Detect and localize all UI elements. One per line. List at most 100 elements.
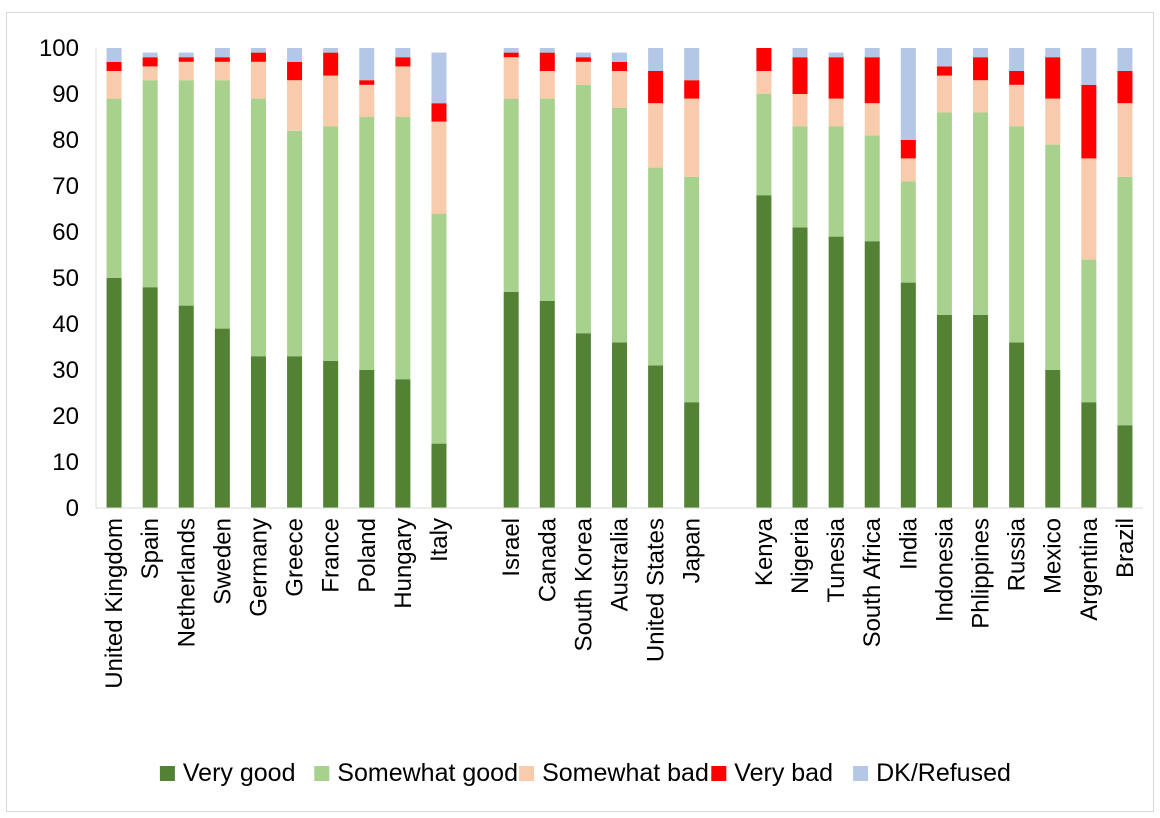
bar-united-states-very-bad <box>648 71 664 104</box>
bar-russia-very-good <box>1009 342 1025 508</box>
bar-south-africa-very-good <box>864 241 880 508</box>
bar-india-dk-refused <box>900 48 916 140</box>
bar-indonesia-very-bad <box>936 66 952 76</box>
y-tick-label-100: 100 <box>39 35 79 62</box>
bar-italy-very-good <box>431 443 447 508</box>
bar-italy-somewhat-bad <box>431 121 447 214</box>
bar-united-states-somewhat-good <box>648 167 664 366</box>
bar-italy-somewhat-good <box>431 213 447 444</box>
y-tick-label-80: 80 <box>52 127 79 154</box>
bar-france-very-good <box>323 360 339 508</box>
x-tick-label-canada: Canada <box>534 517 561 602</box>
bar-greece-somewhat-bad <box>287 80 303 131</box>
bar-united-kingdom-dk-refused <box>106 48 122 62</box>
bar-nigeria-very-good <box>792 227 808 508</box>
bar-kenya-somewhat-good <box>756 94 772 196</box>
bar-israel-very-bad <box>503 52 519 58</box>
legend-item-dk-refused: DK/Refused <box>853 759 1011 787</box>
bar-stack-united-states <box>648 48 664 508</box>
bar-germany-somewhat-bad <box>250 61 266 99</box>
legend-swatch-very-bad <box>711 766 727 781</box>
bar-poland-dk-refused <box>359 48 375 81</box>
x-tick-label-united-kingdom: United Kingdom <box>101 518 128 689</box>
bar-stack-united-kingdom <box>106 48 122 508</box>
bar-greece-very-good <box>287 356 303 508</box>
bar-tunesia-dk-refused <box>828 52 844 58</box>
x-tick-label-france: France <box>318 518 345 593</box>
x-tick-label-indonesia: Indonesia <box>931 517 958 622</box>
bar-australia-very-good <box>612 342 627 508</box>
chart-frame: 0 10 20 30 40 50 60 70 80 90 100 United Kingdom Spa… <box>6 12 1154 812</box>
bar-indonesia-somewhat-bad <box>936 75 952 113</box>
bar-stack-australia <box>612 52 627 508</box>
bar-united-states-somewhat-bad <box>648 103 664 168</box>
x-tick-label-hungary: Hungary <box>390 518 417 609</box>
bar-israel-somewhat-good <box>503 98 519 292</box>
bar-brazil-very-good <box>1117 425 1133 508</box>
x-tick-label-poland: Poland <box>354 518 381 593</box>
y-axis: 0 10 20 30 40 50 60 70 80 90 100 <box>39 35 97 522</box>
bar-stack-phlippines <box>973 48 989 508</box>
bar-stack-italy <box>431 52 447 508</box>
legend-swatch-very-good <box>159 766 175 781</box>
bar-south-africa-somewhat-good <box>864 135 880 242</box>
bar-united-kingdom-very-good <box>106 278 122 508</box>
bar-canada-somewhat-good <box>539 98 555 301</box>
bar-spain-very-good <box>142 287 158 508</box>
stacked-bar-chart: 0 10 20 30 40 50 60 70 80 90 100 United Kingdom Spa… <box>39 35 1143 787</box>
x-tick-label-tunesia: Tunesia <box>823 517 850 602</box>
bar-stack-mexico <box>1045 48 1061 508</box>
bar-israel-somewhat-bad <box>503 57 519 99</box>
legend-label-somewhat-good: Somewhat good <box>337 759 518 787</box>
bar-stack-tunesia <box>828 52 844 508</box>
bar-germany-dk-refused <box>250 48 266 53</box>
bar-mexico-somewhat-good <box>1045 144 1061 370</box>
bar-spain-dk-refused <box>142 52 158 58</box>
y-tick-label-60: 60 <box>52 219 79 246</box>
x-tick-label-germany: Germany <box>245 518 272 617</box>
bar-tunesia-very-bad <box>828 57 844 99</box>
y-tick-label-70: 70 <box>52 173 79 200</box>
x-tick-label-japan: Japan <box>679 518 706 583</box>
bar-india-somewhat-good <box>900 181 916 283</box>
bar-south-korea-dk-refused <box>575 52 591 58</box>
bar-brazil-very-bad <box>1117 71 1133 104</box>
x-tick-label-greece: Greece <box>282 518 309 597</box>
bar-greece-dk-refused <box>287 48 303 62</box>
bar-south-africa-very-bad <box>864 57 880 104</box>
bar-phlippines-dk-refused <box>973 48 989 58</box>
bar-india-somewhat-bad <box>900 158 916 182</box>
x-tick-label-israel: Israel <box>498 518 525 577</box>
bar-united-states-dk-refused <box>648 48 664 71</box>
bar-hungary-dk-refused <box>395 48 411 58</box>
bar-argentina-somewhat-bad <box>1081 158 1097 260</box>
bar-russia-very-bad <box>1009 71 1025 85</box>
bar-canada-very-bad <box>539 52 555 71</box>
bars <box>106 48 1133 508</box>
bar-nigeria-somewhat-good <box>792 126 808 228</box>
bar-united-kingdom-very-bad <box>106 61 122 71</box>
bar-mexico-somewhat-bad <box>1045 98 1061 145</box>
bar-stack-spain <box>142 52 158 508</box>
bar-south-africa-somewhat-bad <box>864 103 880 136</box>
bar-spain-somewhat-bad <box>142 66 158 81</box>
bar-sweden-dk-refused <box>214 48 230 58</box>
x-tick-label-australia: Australia <box>607 517 634 611</box>
bar-netherlands-very-bad <box>178 57 194 62</box>
y-tick-label-50: 50 <box>52 265 79 292</box>
y-tick-label-90: 90 <box>52 81 79 108</box>
y-tick-label-10: 10 <box>52 449 79 476</box>
bar-stack-indonesia <box>936 48 952 508</box>
bar-argentina-somewhat-good <box>1081 259 1097 403</box>
bar-australia-dk-refused <box>612 52 627 62</box>
bar-argentina-very-bad <box>1081 84 1097 159</box>
bar-stack-brazil <box>1117 48 1133 508</box>
bar-italy-very-bad <box>431 103 447 122</box>
bar-south-korea-somewhat-bad <box>575 61 591 85</box>
x-tick-label-kenya: Kenya <box>751 517 778 586</box>
bar-stack-hungary <box>395 48 411 508</box>
y-tick-label-0: 0 <box>66 495 79 522</box>
bar-argentina-dk-refused <box>1081 48 1097 85</box>
bar-nigeria-dk-refused <box>792 48 808 58</box>
legend-item-very-good: Very good <box>159 759 295 787</box>
